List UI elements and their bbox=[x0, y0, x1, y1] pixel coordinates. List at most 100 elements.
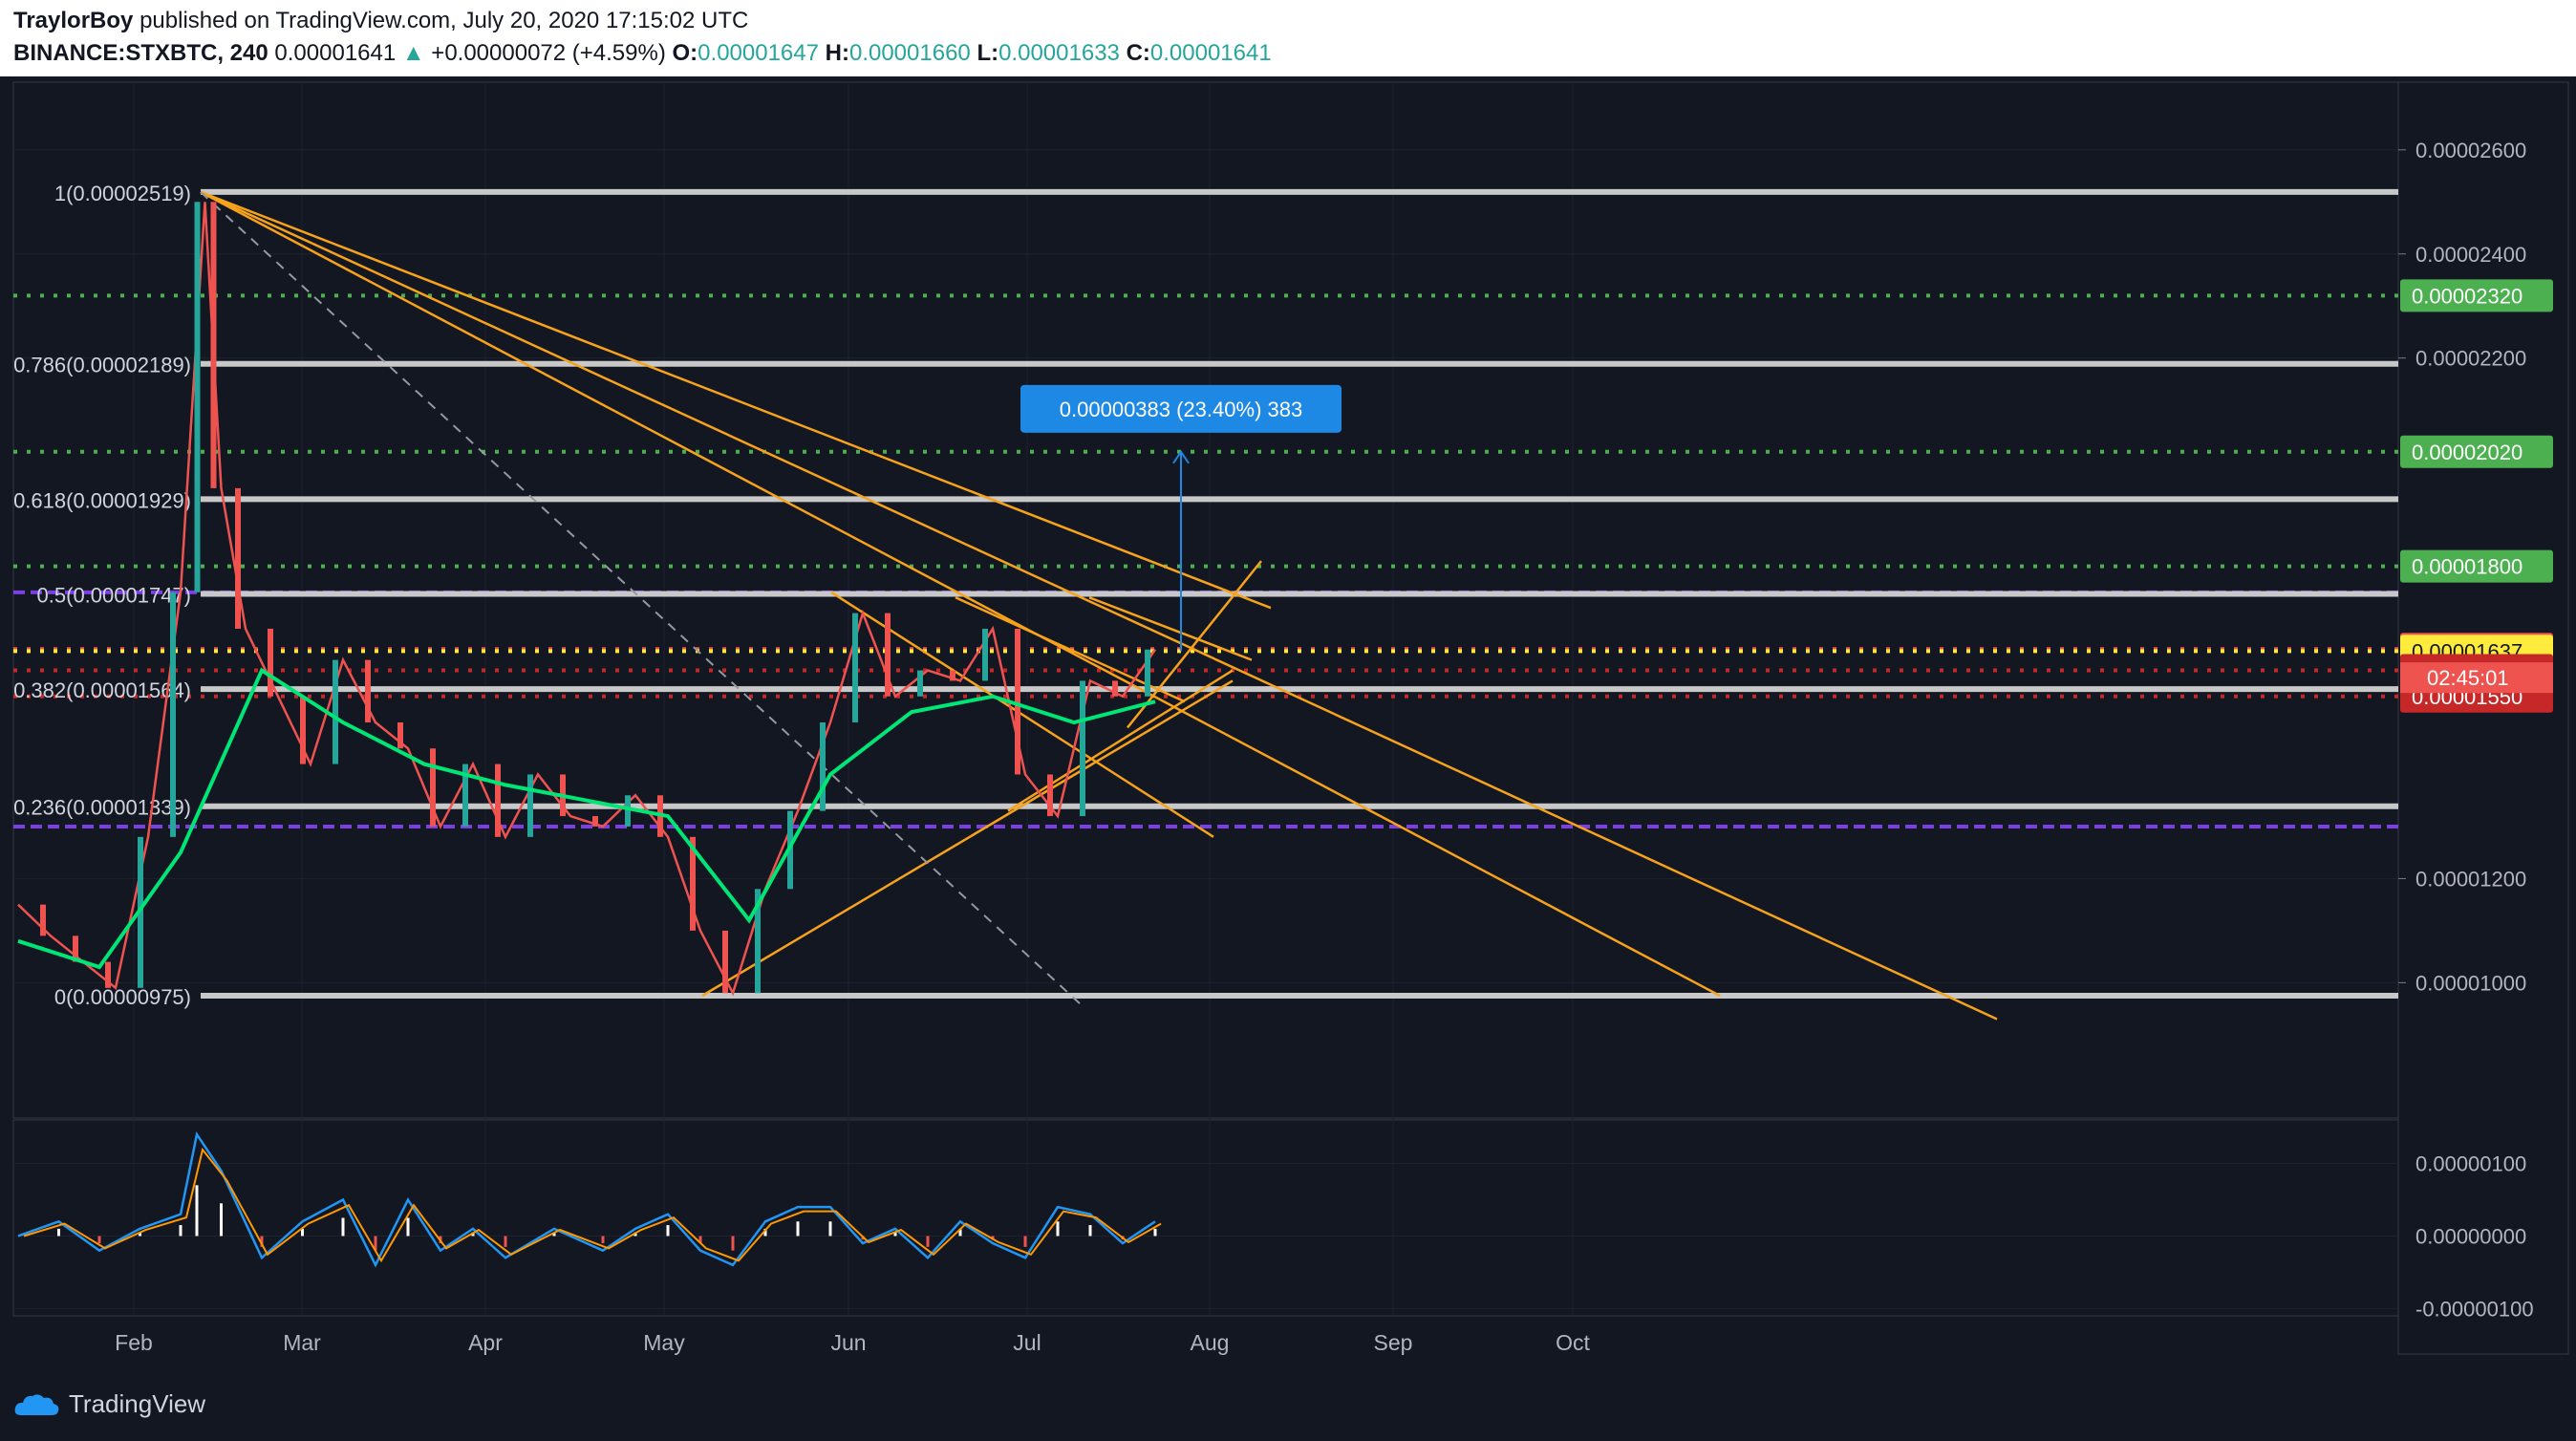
x-tick-label: Jun bbox=[830, 1330, 866, 1355]
x-tick-label: Sep bbox=[1374, 1330, 1413, 1355]
x-tick-label: Feb bbox=[115, 1330, 153, 1355]
countdown-tag bbox=[2400, 662, 2553, 694]
up-arrow-icon: ▲ bbox=[401, 40, 425, 66]
close-label: C: bbox=[1126, 40, 1150, 66]
last-price: 0.00001641 bbox=[274, 40, 397, 66]
trend-line bbox=[200, 190, 1272, 610]
trend-line bbox=[200, 190, 1721, 998]
y-tick-label: 0.00001000 bbox=[2415, 971, 2526, 995]
candle-body bbox=[194, 202, 201, 592]
measure-label: 0.00000383 (23.40%) 383 bbox=[1060, 398, 1302, 421]
candle-body bbox=[210, 202, 217, 488]
moving-average-line bbox=[17, 667, 1156, 970]
candle-body bbox=[527, 774, 533, 837]
high-label: H: bbox=[825, 40, 849, 66]
measure-arrowhead bbox=[1172, 449, 1190, 464]
candle-body bbox=[592, 816, 598, 827]
fib-level-label: 0(0.00000975) bbox=[54, 985, 191, 1009]
tradingview-logo[interactable]: TradingView bbox=[13, 1389, 205, 1419]
price-level-tag-label: 0.00001800 bbox=[2412, 555, 2522, 579]
price-level-tag bbox=[2400, 549, 2553, 583]
x-tick-label: Jul bbox=[1013, 1330, 1041, 1355]
tradingview-brand: TradingView bbox=[69, 1389, 206, 1418]
y-tick-label: 0.00002600 bbox=[2415, 139, 2526, 162]
measure-label-box bbox=[1020, 384, 1342, 433]
x-tick-label: May bbox=[643, 1330, 685, 1355]
y-tick-label: 0.00002400 bbox=[2415, 243, 2526, 267]
osc-tick-label: 0.00000000 bbox=[2415, 1224, 2526, 1248]
low-label: L: bbox=[977, 40, 999, 66]
oscillator-pane bbox=[12, 1119, 2399, 1317]
candle-body bbox=[722, 930, 728, 994]
candle-body bbox=[397, 722, 403, 749]
symbol-label[interactable]: BINANCE:STXBTC, 240 bbox=[13, 40, 268, 66]
candle-body bbox=[495, 764, 501, 837]
candle-body bbox=[462, 764, 468, 827]
fib-level-label: 0.382(0.00001564) bbox=[13, 678, 191, 702]
trend-line bbox=[200, 190, 1998, 1021]
osc-tick-label: -0.00000100 bbox=[2415, 1297, 2534, 1321]
candle-body bbox=[365, 659, 371, 723]
open-label: O: bbox=[672, 40, 698, 66]
candle-body bbox=[73, 936, 78, 962]
fib-level-label: 0.618(0.00001929) bbox=[13, 488, 191, 512]
close-value: 0.00001641 bbox=[1149, 40, 1272, 66]
candle-body bbox=[982, 628, 988, 681]
osc-tick-label: 0.00000100 bbox=[2415, 1152, 2526, 1176]
trend-line bbox=[830, 591, 1214, 838]
fib-level-label: 0.5(0.00001747) bbox=[37, 583, 191, 607]
candle-body bbox=[950, 670, 955, 681]
x-tick-label: Oct bbox=[1556, 1330, 1590, 1355]
y-tick-label: 0.00002200 bbox=[2415, 347, 2526, 371]
price-level-tag-label: 0.00002320 bbox=[2412, 284, 2522, 308]
published-text: published on TradingView.com, July 20, 2… bbox=[140, 8, 749, 33]
ohlc-line: BINANCE:STXBTC, 240 0.00001641 ▲ +0.0000… bbox=[13, 40, 1272, 67]
candle-body bbox=[852, 613, 858, 723]
candle-body bbox=[690, 836, 696, 931]
x-tick-label: Aug bbox=[1191, 1330, 1230, 1355]
candle-body bbox=[430, 748, 436, 827]
x-tick-label: Apr bbox=[468, 1330, 503, 1355]
fib-level-label: 1(0.00002519) bbox=[54, 182, 191, 205]
price-change: +0.00000072 (+4.59%) bbox=[431, 40, 666, 66]
candle-body bbox=[268, 628, 273, 697]
publish-line: TraylorBoy published on TradingView.com,… bbox=[13, 8, 748, 34]
candle-body bbox=[885, 613, 891, 697]
price-level-tag bbox=[2400, 279, 2553, 312]
trend-line bbox=[1007, 669, 1234, 812]
price-level-tag-label: 0.00002020 bbox=[2412, 441, 2522, 464]
chart-canvas[interactable]: Feb Mar Apr May Jun Jul Aug Sep Oct 0.00002600 0.0… bbox=[0, 76, 2576, 1441]
fib-level-label: 0.786(0.00002189) bbox=[13, 354, 191, 377]
candle-body bbox=[300, 696, 306, 764]
tradingview-cloud-icon bbox=[14, 1393, 59, 1415]
candle-body bbox=[1015, 628, 1020, 775]
high-value: 0.00001660 bbox=[848, 40, 971, 66]
trend-line bbox=[701, 679, 1234, 998]
candle-body bbox=[105, 961, 111, 988]
author-name[interactable]: TraylorBoy bbox=[13, 8, 134, 33]
open-value: 0.00001647 bbox=[698, 40, 819, 66]
candle-body bbox=[917, 670, 923, 697]
low-value: 0.00001633 bbox=[998, 40, 1120, 66]
main-pane bbox=[12, 81, 2399, 1119]
trend-line bbox=[1088, 596, 1253, 661]
candle-body bbox=[755, 889, 761, 994]
countdown-label: 02:45:01 bbox=[2427, 666, 2509, 690]
fib-level-label: 0.236(0.00001339) bbox=[13, 796, 191, 820]
price-level-tag bbox=[2400, 435, 2553, 468]
candle-body bbox=[1112, 680, 1118, 697]
trend-line bbox=[1127, 560, 1262, 729]
candle-body bbox=[1080, 680, 1085, 817]
y-tick-label: 0.00001200 bbox=[2415, 867, 2526, 891]
candle-body bbox=[40, 904, 46, 936]
candle-body bbox=[820, 722, 826, 811]
header-bar bbox=[0, 0, 2576, 76]
candle-body bbox=[170, 591, 176, 837]
candle-body bbox=[235, 487, 241, 629]
oscillator-signal-line bbox=[17, 1131, 1156, 1268]
oscillator-macd-line bbox=[23, 1147, 1162, 1263]
candle-body bbox=[625, 795, 631, 827]
candle-body bbox=[333, 659, 338, 764]
x-tick-label: Mar bbox=[283, 1330, 321, 1355]
